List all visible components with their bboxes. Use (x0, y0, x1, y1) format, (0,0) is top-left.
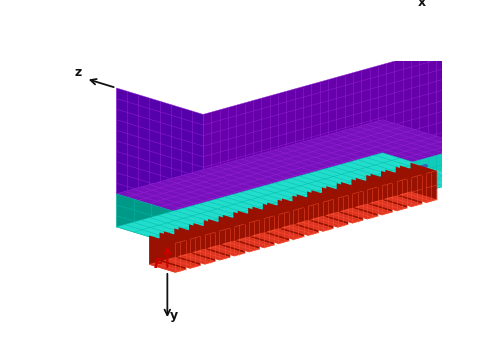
Polygon shape (223, 215, 249, 252)
Polygon shape (371, 174, 396, 211)
Text: F: F (154, 257, 164, 271)
Polygon shape (194, 249, 230, 260)
Polygon shape (219, 228, 230, 260)
Polygon shape (233, 212, 259, 249)
Polygon shape (194, 223, 219, 260)
Polygon shape (248, 208, 274, 245)
Polygon shape (189, 224, 215, 261)
Polygon shape (351, 179, 378, 216)
Polygon shape (179, 253, 215, 264)
Polygon shape (292, 196, 318, 233)
Polygon shape (174, 229, 200, 265)
Polygon shape (312, 216, 348, 227)
Polygon shape (371, 200, 407, 211)
Polygon shape (367, 187, 378, 219)
Polygon shape (223, 241, 259, 252)
Polygon shape (322, 187, 348, 224)
Polygon shape (249, 220, 259, 252)
Text: y: y (170, 309, 178, 322)
Polygon shape (396, 167, 422, 204)
Polygon shape (308, 203, 318, 236)
Polygon shape (160, 232, 185, 270)
Polygon shape (264, 216, 274, 248)
Polygon shape (203, 40, 469, 220)
Polygon shape (396, 179, 407, 211)
Polygon shape (382, 183, 393, 215)
Polygon shape (116, 88, 203, 220)
Polygon shape (297, 220, 333, 231)
Polygon shape (208, 219, 234, 256)
Polygon shape (337, 195, 348, 227)
Polygon shape (267, 229, 303, 240)
Polygon shape (238, 211, 264, 248)
Polygon shape (337, 183, 363, 220)
Polygon shape (323, 199, 333, 231)
Polygon shape (326, 186, 352, 223)
Polygon shape (307, 191, 333, 229)
Polygon shape (326, 212, 363, 223)
Polygon shape (204, 220, 230, 257)
Polygon shape (381, 171, 407, 208)
Polygon shape (203, 146, 469, 253)
Polygon shape (366, 175, 393, 212)
Polygon shape (385, 170, 411, 207)
Polygon shape (116, 120, 469, 220)
Polygon shape (410, 163, 437, 200)
Polygon shape (400, 166, 426, 203)
Polygon shape (175, 240, 185, 272)
Polygon shape (149, 236, 175, 272)
Polygon shape (263, 204, 289, 241)
Polygon shape (312, 190, 337, 227)
Polygon shape (400, 192, 437, 203)
Polygon shape (352, 191, 363, 223)
Polygon shape (238, 237, 274, 248)
Polygon shape (205, 232, 215, 264)
Polygon shape (356, 178, 382, 215)
Polygon shape (411, 175, 422, 207)
Polygon shape (234, 224, 244, 256)
Polygon shape (116, 194, 203, 253)
Text: x: x (418, 0, 425, 9)
Polygon shape (278, 212, 289, 244)
Polygon shape (356, 204, 393, 215)
Polygon shape (179, 227, 205, 264)
Polygon shape (341, 182, 367, 219)
Polygon shape (385, 196, 422, 207)
Polygon shape (426, 170, 437, 203)
Polygon shape (164, 231, 190, 268)
Polygon shape (341, 208, 378, 219)
Polygon shape (293, 208, 303, 240)
Polygon shape (116, 153, 469, 253)
Polygon shape (253, 206, 278, 244)
Polygon shape (208, 245, 244, 256)
Polygon shape (149, 261, 185, 272)
Polygon shape (267, 203, 293, 240)
Polygon shape (278, 199, 303, 237)
Text: z: z (75, 66, 82, 79)
Polygon shape (282, 198, 308, 236)
Polygon shape (282, 225, 318, 236)
Polygon shape (253, 233, 289, 244)
Polygon shape (164, 258, 200, 268)
Polygon shape (190, 236, 200, 268)
Polygon shape (297, 194, 323, 231)
Polygon shape (219, 216, 244, 253)
